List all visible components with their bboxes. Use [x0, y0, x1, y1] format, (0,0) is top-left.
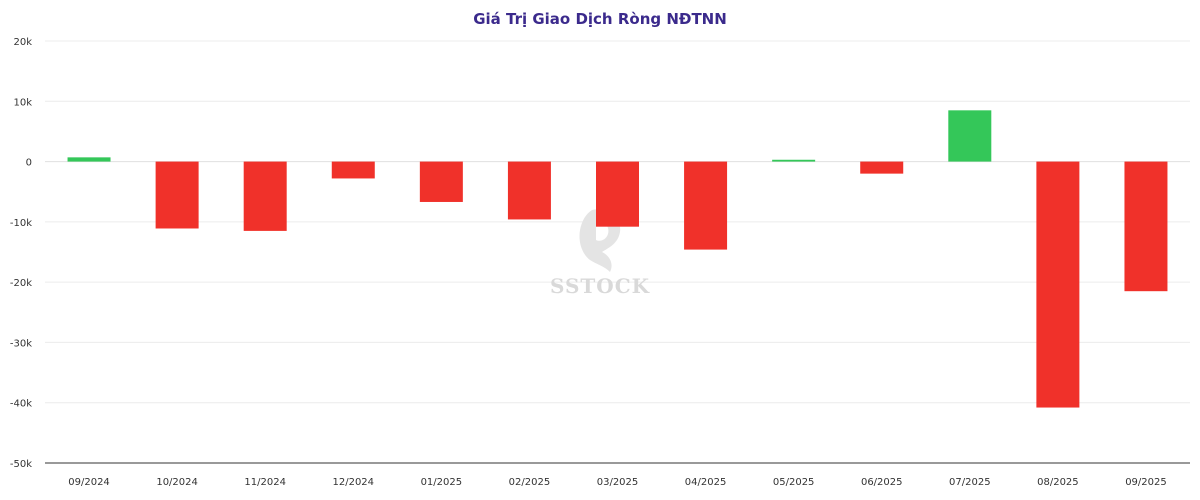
y-tick-label: 10k: [13, 97, 32, 108]
bar-09-2024[interactable]: [67, 157, 111, 162]
bars: [67, 110, 1168, 408]
bar-10-2024[interactable]: [155, 161, 199, 229]
x-tick-label: 02/2025: [509, 477, 551, 488]
watermark-text: SSTOCK: [550, 274, 650, 298]
chart-title: Giá Trị Giao Dịch Ròng NĐTNN: [473, 10, 727, 28]
x-tick-label: 05/2025: [773, 477, 815, 488]
bar-03-2025[interactable]: [596, 161, 639, 227]
y-tick-label: -20k: [10, 278, 32, 289]
bar-05-2025[interactable]: [772, 159, 816, 162]
x-tick-label: 03/2025: [597, 477, 639, 488]
bar-09-2025[interactable]: [1124, 161, 1168, 292]
y-tick-label: 0: [26, 158, 32, 169]
y-axis: 20k 10k 0 -10k -20k -30k -40k -50k: [10, 37, 32, 470]
x-tick-label: 10/2024: [156, 477, 198, 488]
x-tick-label: 11/2024: [244, 477, 286, 488]
bar-02-2025[interactable]: [507, 161, 551, 220]
x-tick-label: 08/2025: [1037, 477, 1079, 488]
y-tick-label: 20k: [13, 37, 32, 48]
bar-01-2025[interactable]: [419, 161, 463, 202]
watermark: SSTOCK: [550, 209, 650, 298]
bar-11-2024[interactable]: [243, 161, 287, 231]
x-tick-label: 09/2024: [68, 477, 110, 488]
y-tick-label: -50k: [10, 459, 32, 470]
bar-07-2025[interactable]: [948, 110, 992, 162]
x-tick-label: 12/2024: [332, 477, 374, 488]
x-axis: 09/2024 10/2024 11/2024 12/2024 01/2025 02/20…: [68, 477, 1166, 488]
y-tick-label: -40k: [10, 399, 32, 410]
bar-08-2025[interactable]: [1036, 161, 1080, 408]
y-tick-label: -10k: [10, 218, 32, 229]
x-tick-label: 06/2025: [861, 477, 903, 488]
bar-04-2025[interactable]: [684, 161, 728, 250]
y-tick-label: -30k: [10, 338, 32, 349]
x-tick-label: 01/2025: [421, 477, 463, 488]
x-tick-label: 09/2025: [1125, 477, 1167, 488]
bar-12-2024[interactable]: [331, 161, 375, 179]
x-tick-label: 07/2025: [949, 477, 991, 488]
x-tick-label: 04/2025: [685, 477, 727, 488]
bar-06-2025[interactable]: [860, 161, 904, 174]
